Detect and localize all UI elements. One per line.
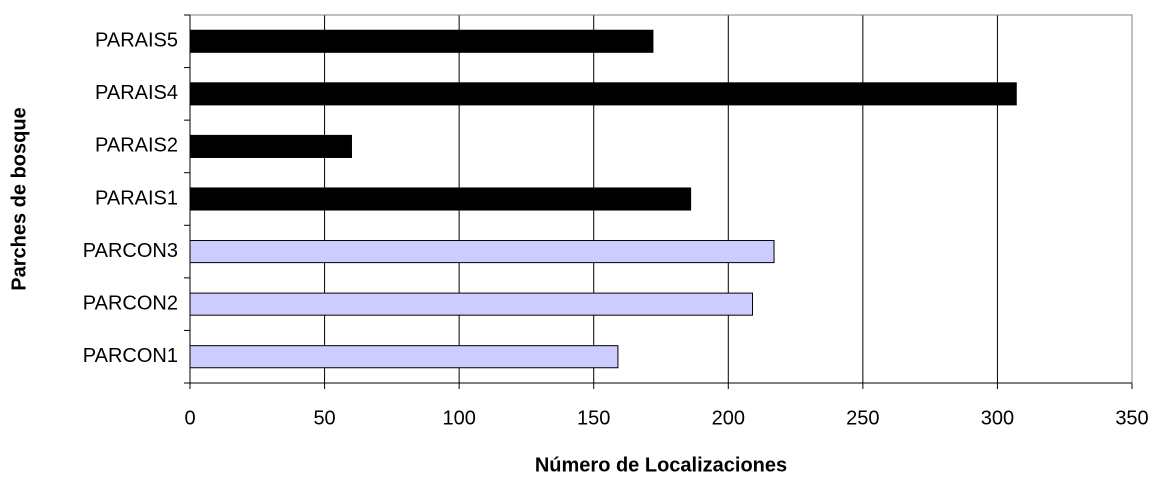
- x-tick-label: 300: [981, 407, 1014, 429]
- bar: [189, 134, 352, 158]
- x-tick-label: 350: [1115, 407, 1148, 429]
- y-tick-label: PARAIS1: [95, 187, 178, 209]
- y-tick-label: PARAIS2: [95, 135, 178, 157]
- x-tick-label: 250: [846, 407, 879, 429]
- x-tick-label: 50: [313, 407, 335, 429]
- bar: [189, 29, 654, 53]
- y-axis-title: Parches de bosque: [8, 107, 30, 290]
- x-tick-label: 200: [712, 407, 745, 429]
- y-tick-label: PARAIS4: [95, 82, 178, 104]
- x-tick-label: 100: [442, 407, 475, 429]
- y-tick-label: PARAIS5: [95, 30, 178, 52]
- x-axis-title: Número de Localizaciones: [535, 454, 787, 476]
- bar: [189, 292, 754, 316]
- x-tick-label: 0: [184, 407, 195, 429]
- y-tick-label: PARCON3: [83, 240, 178, 262]
- bar: [189, 82, 1017, 106]
- y-tick-label: PARCON2: [83, 292, 178, 314]
- bar: [189, 345, 619, 369]
- y-tick-label: PARCON1: [83, 345, 178, 367]
- bar: [189, 187, 692, 211]
- x-tick-label: 150: [577, 407, 610, 429]
- bar: [189, 240, 775, 264]
